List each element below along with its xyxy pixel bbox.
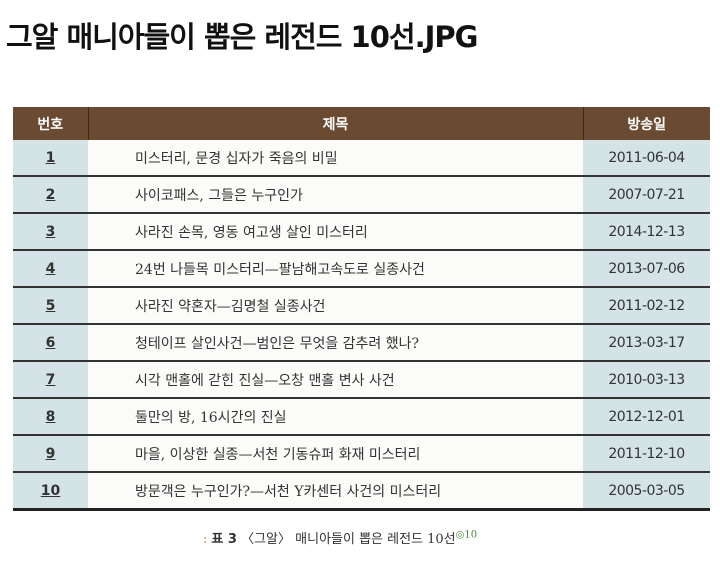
row-title: 마을, 이상한 실종—서천 기동슈퍼 화재 미스터리 bbox=[88, 435, 583, 473]
row-number: 8 bbox=[13, 398, 88, 436]
legend-table: 번호 제목 방송일 1 미스터리, 문경 십자가 죽음의 비밀 2011-06-04… bbox=[13, 107, 710, 511]
row-date: 2011-02-12 bbox=[583, 287, 710, 325]
caption-footnote: ◎10 bbox=[455, 529, 478, 541]
row-date: 2007-07-21 bbox=[583, 176, 710, 214]
row-date: 2005-03-05 bbox=[583, 472, 710, 511]
row-number: 10 bbox=[13, 472, 88, 511]
row-number: 9 bbox=[13, 435, 88, 473]
caption-label: 표 3 bbox=[211, 532, 237, 547]
row-date: 2013-07-06 bbox=[583, 250, 710, 288]
table-row: 1 미스터리, 문경 십자가 죽음의 비밀 2011-06-04 bbox=[13, 140, 710, 177]
row-number: 6 bbox=[13, 324, 88, 362]
row-title: 미스터리, 문경 십자가 죽음의 비밀 bbox=[88, 140, 583, 177]
row-number: 4 bbox=[13, 250, 88, 288]
row-date: 2011-06-04 bbox=[583, 140, 710, 177]
table-row: 8 둘만의 방, 16시간의 진실 2012-12-01 bbox=[13, 398, 710, 436]
row-number: 5 bbox=[13, 287, 88, 325]
row-date: 2010-03-13 bbox=[583, 361, 710, 399]
row-date: 2014-12-13 bbox=[583, 213, 710, 251]
table-row: 7 시각 맨홀에 갇힌 진실—오창 맨홀 변사 사건 2010-03-13 bbox=[13, 361, 710, 399]
table-caption: : 표 3 〈그알〉 매니아들이 뽑은 레전드 10선◎10 bbox=[0, 528, 680, 547]
row-number: 3 bbox=[13, 213, 88, 251]
row-number: 1 bbox=[13, 140, 88, 177]
row-date: 2011-12-10 bbox=[583, 435, 710, 473]
row-number: 7 bbox=[13, 361, 88, 399]
row-title: 사이코패스, 그들은 누구인가 bbox=[88, 176, 583, 214]
row-number: 2 bbox=[13, 176, 88, 214]
row-title: 청테이프 살인사건—범인은 무엇을 감추려 했나? bbox=[88, 324, 583, 362]
row-title: 방문객은 누구인가?—서천 Y카센터 사건의 미스터리 bbox=[88, 472, 583, 511]
row-date: 2013-03-17 bbox=[583, 324, 710, 362]
row-date: 2012-12-01 bbox=[583, 398, 710, 436]
row-title: 시각 맨홀에 갇힌 진실—오창 맨홀 변사 사건 bbox=[88, 361, 583, 399]
row-title: 사라진 손목, 영동 여고생 살인 미스터리 bbox=[88, 213, 583, 251]
header-number: 번호 bbox=[13, 107, 89, 140]
caption-text: 〈그알〉 매니아들이 뽑은 레전드 10선 bbox=[241, 532, 456, 547]
table-row: 3 사라진 손목, 영동 여고생 살인 미스터리 2014-12-13 bbox=[13, 213, 710, 251]
table-row: 4 24번 나들목 미스터리—팔남해고속도로 실종사건 2013-07-06 bbox=[13, 250, 710, 288]
header-title: 제목 bbox=[88, 107, 584, 140]
table-row: 5 사라진 약혼자—김명철 실종사건 2011-02-12 bbox=[13, 287, 710, 325]
page-title: 그알 매니아들이 뽑은 레전드 10선.JPG bbox=[6, 20, 478, 54]
table-row: 10 방문객은 누구인가?—서천 Y카센터 사건의 미스터리 2005-03-05 bbox=[13, 472, 710, 511]
row-title: 둘만의 방, 16시간의 진실 bbox=[88, 398, 583, 436]
table-row: 9 마을, 이상한 실종—서천 기동슈퍼 화재 미스터리 2011-12-10 bbox=[13, 435, 710, 473]
caption-colon: : bbox=[202, 532, 208, 547]
row-title: 사라진 약혼자—김명철 실종사건 bbox=[88, 287, 583, 325]
row-title: 24번 나들목 미스터리—팔남해고속도로 실종사건 bbox=[88, 250, 583, 288]
header-date: 방송일 bbox=[583, 107, 710, 140]
table-row: 2 사이코패스, 그들은 누구인가 2007-07-21 bbox=[13, 176, 710, 214]
table-row: 6 청테이프 살인사건—범인은 무엇을 감추려 했나? 2013-03-17 bbox=[13, 324, 710, 362]
